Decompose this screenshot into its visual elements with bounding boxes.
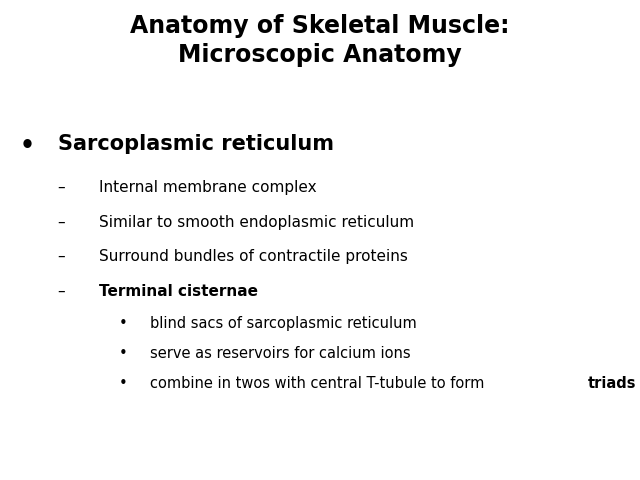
Text: blind sacs of sarcoplasmic reticulum: blind sacs of sarcoplasmic reticulum [150, 316, 417, 331]
Text: –: – [58, 215, 65, 229]
Text: Surround bundles of contractile proteins: Surround bundles of contractile proteins [99, 249, 408, 264]
Text: •: • [118, 346, 127, 361]
Text: –: – [58, 284, 65, 299]
Text: –: – [58, 180, 65, 195]
Text: –: – [58, 249, 65, 264]
Text: Anatomy of Skeletal Muscle:
Microscopic Anatomy: Anatomy of Skeletal Muscle: Microscopic … [131, 14, 509, 67]
Text: Sarcoplasmic reticulum: Sarcoplasmic reticulum [58, 134, 333, 155]
Text: •: • [118, 376, 127, 391]
Text: Internal membrane complex: Internal membrane complex [99, 180, 317, 195]
Text: Similar to smooth endoplasmic reticulum: Similar to smooth endoplasmic reticulum [99, 215, 414, 229]
Text: triads: triads [588, 376, 636, 391]
Text: •: • [118, 316, 127, 331]
Text: serve as reservoirs for calcium ions: serve as reservoirs for calcium ions [150, 346, 411, 361]
Text: •: • [19, 134, 34, 158]
Text: Terminal cisternae: Terminal cisternae [99, 284, 258, 299]
Text: combine in twos with central T-tubule to form: combine in twos with central T-tubule to… [150, 376, 490, 391]
